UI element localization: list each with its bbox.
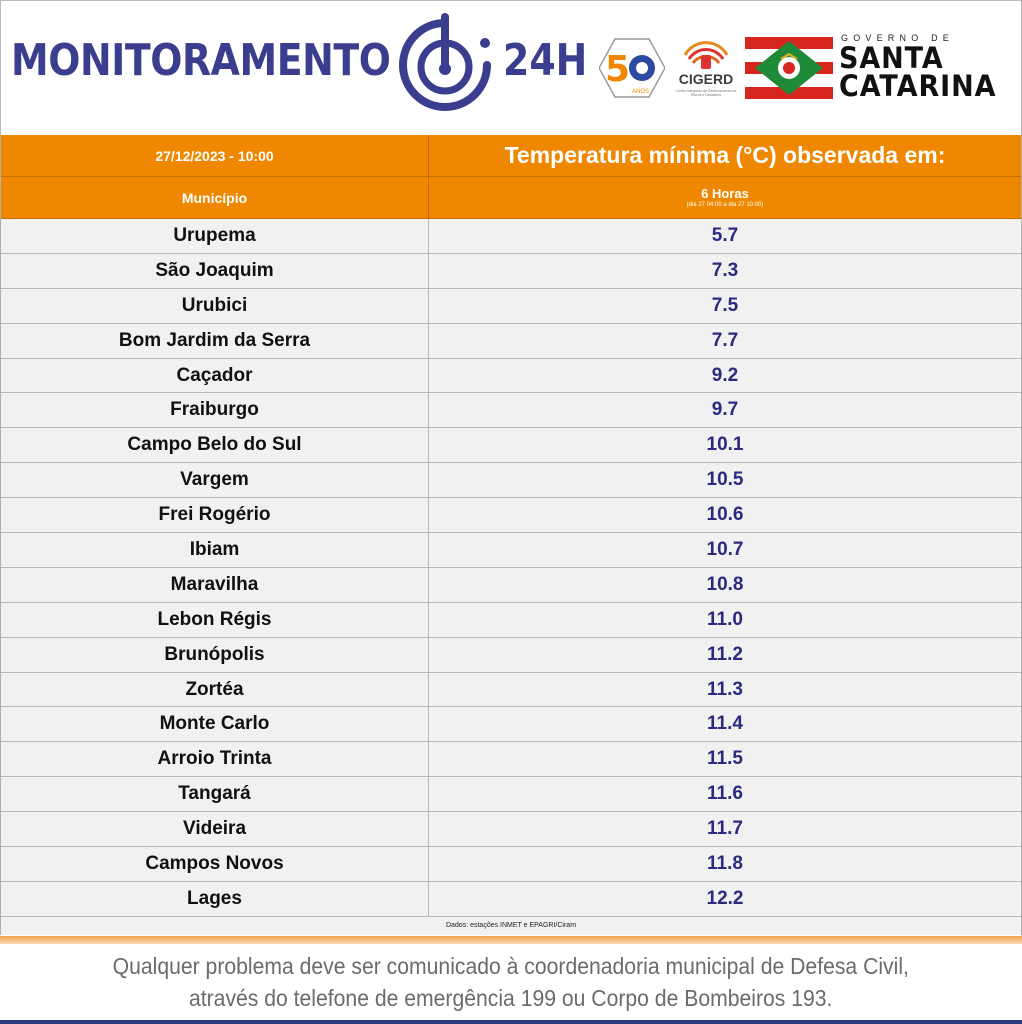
santa-catarina-flag-icon bbox=[745, 37, 833, 99]
period-detail: (dia 27 04:00 a dia 27 10:00) bbox=[686, 202, 764, 208]
bottom-bar bbox=[0, 1020, 1022, 1024]
gov-line-catarina: CATARINA bbox=[839, 69, 997, 103]
municipio-cell: Ibiam bbox=[1, 533, 429, 567]
temperature-cell: 10.5 bbox=[706, 469, 744, 491]
temperature-cell: 7.5 bbox=[711, 294, 739, 316]
logo-50-anos: ANOS bbox=[632, 89, 649, 95]
page-header: MONITORAMENTO 24H 5 ANOS CIGERD Centro I… bbox=[0, 0, 1022, 135]
footer-line-1: Qualquer problema deve ser comunicado à … bbox=[112, 953, 910, 979]
temperature-cell: 11.5 bbox=[707, 748, 743, 770]
municipio-cell: Vargem bbox=[1, 463, 429, 498]
fifty-years-logo: 5 ANOS bbox=[599, 38, 665, 98]
table-row: São Joaquim 7.3 bbox=[1, 253, 1021, 289]
gov-small-label: GOVERNO DE bbox=[841, 33, 955, 43]
temperature-cell: 7.3 bbox=[711, 259, 739, 281]
municipio-cell: Tangará bbox=[1, 777, 429, 812]
temperature-cell: 10.6 bbox=[706, 504, 744, 526]
table-row: Urubici 7.5 bbox=[1, 288, 1021, 324]
footer-divider bbox=[0, 936, 1022, 944]
temperature-cell: 10.7 bbox=[706, 538, 744, 560]
table-row: Campos Novos 11.8 bbox=[1, 847, 1021, 882]
period-label: 6 Horas bbox=[701, 186, 749, 201]
data-source-note: Dados: estações INMET e EPAGRI/Ciram bbox=[1, 916, 1021, 935]
municipio-cell: Caçador bbox=[1, 358, 429, 393]
gov-line-santa: SANTA bbox=[839, 41, 944, 75]
cigerd-name: CIGERD bbox=[678, 71, 734, 87]
table-row: Monte Carlo 11.4 bbox=[1, 707, 1021, 743]
municipio-cell: Zortéa bbox=[1, 672, 429, 707]
temperature-cell: 10.8 bbox=[706, 573, 744, 595]
municipio-cell: Maravilha bbox=[1, 567, 429, 602]
cigerd-subtitle: Centro Integrado de Gerenciamento de Ris… bbox=[675, 89, 737, 97]
municipio-cell: Urubici bbox=[1, 288, 429, 323]
table-row: Fraiburgo 9.7 bbox=[1, 393, 1021, 429]
clock-24h-icon bbox=[399, 13, 491, 111]
cigerd-logo: CIGERD Centro Integrado de Gerenciamento… bbox=[671, 33, 741, 101]
municipio-cell: Videira bbox=[1, 812, 429, 847]
temperature-cell: 10.1 bbox=[706, 434, 744, 456]
table-row: Ibiam 10.7 bbox=[1, 533, 1021, 568]
footer-line-2: através do telefone de emergência 199 ou… bbox=[189, 985, 833, 1011]
datetime-cell: 27/12/2023 - 10:00 bbox=[1, 135, 429, 176]
temperature-cell: 11.7 bbox=[707, 818, 743, 840]
table-title: Temperatura mínima (°C) observada em: bbox=[504, 142, 946, 168]
municipio-cell: Campo Belo do Sul bbox=[1, 428, 429, 463]
municipio-cell: Urupema bbox=[1, 219, 429, 253]
table-row: Campo Belo do Sul 10.1 bbox=[1, 428, 1021, 464]
table-row: Lebon Régis 11.0 bbox=[1, 602, 1021, 638]
table-row: Maravilha 10.8 bbox=[1, 567, 1021, 603]
table-header-row: 27/12/2023 - 10:00 Temperatura mínima (°… bbox=[1, 135, 1021, 177]
municipio-cell: Brunópolis bbox=[1, 637, 429, 672]
table-row: Zortéa 11.3 bbox=[1, 672, 1021, 708]
table-row: Tangará 11.6 bbox=[1, 777, 1021, 813]
municipio-cell: Frei Rogério bbox=[1, 498, 429, 533]
temperature-cell: 5.7 bbox=[711, 224, 739, 246]
footer-notice: Qualquer problema deve ser comunicado à … bbox=[0, 944, 1022, 1022]
temperature-cell: 9.7 bbox=[711, 399, 739, 421]
temperature-cell: 12.2 bbox=[706, 887, 744, 909]
column-header-row: Município 6 Horas (dia 27 04:00 a dia 27… bbox=[1, 177, 1021, 219]
temperature-cell: 11.3 bbox=[707, 678, 743, 700]
municipio-cell: São Joaquim bbox=[1, 253, 429, 288]
table-row: Caçador 9.2 bbox=[1, 358, 1021, 394]
column-header-period: 6 Horas (dia 27 04:00 a dia 27 10:00) bbox=[429, 177, 1021, 218]
municipio-cell: Arroio Trinta bbox=[1, 742, 429, 777]
cigerd-signal-icon bbox=[683, 41, 729, 69]
table-row: Lages 12.2 bbox=[1, 881, 1021, 917]
table-row: Urupema 5.7 bbox=[1, 219, 1021, 254]
brand-title: MONITORAMENTO bbox=[11, 35, 391, 86]
brand-suffix: 24H bbox=[503, 35, 588, 86]
table-row: Bom Jardim da Serra 7.7 bbox=[1, 323, 1021, 359]
table-title-cell: Temperatura mínima (°C) observada em: bbox=[429, 135, 1021, 176]
svg-text:5: 5 bbox=[605, 49, 630, 90]
temperature-table: 27/12/2023 - 10:00 Temperatura mínima (°… bbox=[0, 135, 1022, 935]
municipio-cell: Monte Carlo bbox=[1, 707, 429, 742]
temperature-cell: 11.8 bbox=[707, 852, 743, 874]
table-row: Brunópolis 11.2 bbox=[1, 637, 1021, 673]
table-row: Vargem 10.5 bbox=[1, 463, 1021, 499]
table-body: Urupema 5.7 São Joaquim 7.3 Urubici 7.5 Bom Ja… bbox=[1, 219, 1021, 917]
table-row: Arroio Trinta 11.5 bbox=[1, 742, 1021, 778]
temperature-cell: 11.4 bbox=[707, 713, 743, 735]
temperature-cell: 7.7 bbox=[711, 329, 739, 351]
municipio-cell: Campos Novos bbox=[1, 847, 429, 881]
temperature-cell: 11.6 bbox=[707, 783, 743, 805]
temperature-cell: 11.0 bbox=[707, 608, 743, 630]
column-header-municipio: Município bbox=[1, 177, 429, 218]
municipio-cell: Fraiburgo bbox=[1, 393, 429, 428]
table-row: Videira 11.7 bbox=[1, 812, 1021, 848]
municipio-cell: Bom Jardim da Serra bbox=[1, 323, 429, 358]
temperature-cell: 9.2 bbox=[711, 364, 739, 386]
municipio-cell: Lages bbox=[1, 881, 429, 916]
temperature-cell: 11.2 bbox=[707, 643, 743, 665]
table-row: Frei Rogério 10.6 bbox=[1, 498, 1021, 534]
government-logo: GOVERNO DE SANTA CATARINA bbox=[839, 33, 1015, 103]
municipio-cell: Lebon Régis bbox=[1, 602, 429, 637]
